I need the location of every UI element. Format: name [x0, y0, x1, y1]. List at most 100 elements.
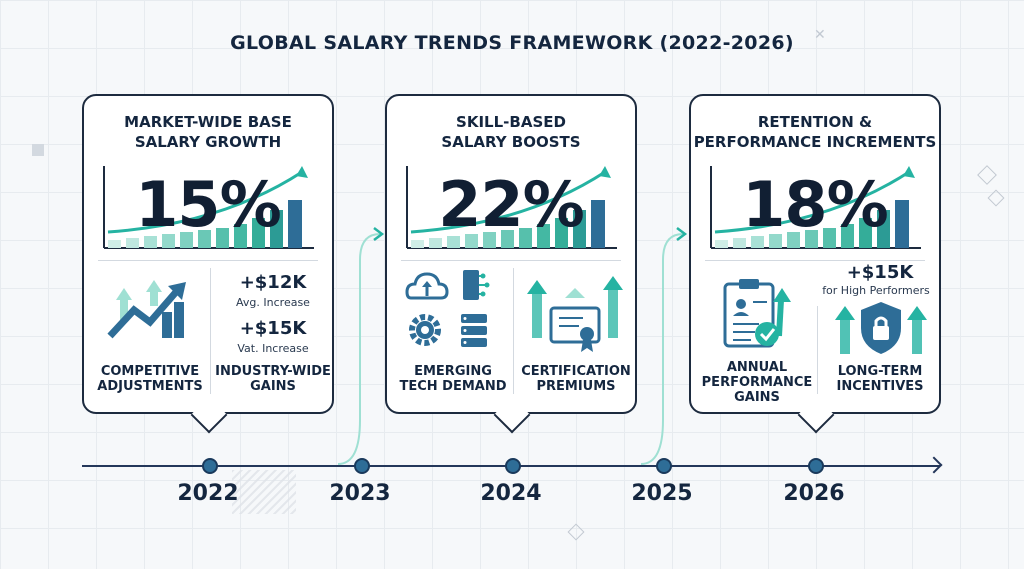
chart-bars	[411, 200, 605, 248]
item-label: COMPETITIVE ADJUSTMENTS	[92, 364, 208, 394]
chart-bar	[555, 218, 568, 248]
chart-bars	[108, 200, 302, 248]
chart-bar	[216, 228, 229, 248]
stat-value: +$12K	[239, 272, 307, 293]
clipboard-check-icon	[723, 279, 791, 348]
chart-bar	[733, 238, 746, 248]
item-label: INDUSTRY-WIDE GAINS	[212, 364, 334, 394]
label-line: INDUSTRY-WIDE	[215, 364, 331, 379]
label-line: PREMIUMS	[536, 379, 616, 394]
tech-icons-group	[405, 270, 490, 347]
chart-bar	[895, 200, 909, 248]
trend-arrow-line	[107, 170, 303, 234]
stat-caption: Avg. Increase	[236, 296, 310, 309]
chart-bar	[270, 210, 283, 248]
label-line: GAINS	[250, 379, 296, 394]
label-line: CERTIFICATION	[521, 364, 631, 379]
trend-arrow-line	[410, 170, 606, 234]
growth-bar-chart	[406, 166, 617, 249]
divider	[513, 268, 514, 394]
chart-bar	[823, 228, 836, 248]
timeline-dot	[354, 458, 370, 474]
card-title: MARKET-WIDE BASE SALARY GROWTH	[84, 112, 332, 152]
growth-bar-chart	[710, 166, 921, 249]
divider	[98, 260, 318, 261]
divider	[705, 260, 925, 261]
timeline-dot	[656, 458, 672, 474]
chart-bar	[180, 232, 193, 248]
decorative-hatch	[232, 470, 296, 514]
trend-arrow-head	[903, 166, 915, 178]
chart-bar	[108, 240, 121, 248]
server-stack-icon	[461, 314, 487, 347]
card-title-line: RETENTION &	[757, 113, 873, 131]
stat-value: +$15K	[239, 318, 307, 339]
chart-bar	[805, 230, 818, 248]
chart-bar	[715, 240, 728, 248]
chart-bar	[288, 200, 302, 248]
stat-value: +$15K	[846, 262, 914, 283]
chart-bar	[465, 234, 478, 248]
timeline-dot	[505, 458, 521, 474]
trend-arrow-head	[599, 166, 611, 178]
card-skill-based-boosts: SKILL-BASED SALARY BOOSTS 22%	[385, 94, 637, 434]
label-line: ANNUAL	[726, 360, 788, 375]
item-label: ANNUAL PERFORMANCE GAINS	[699, 360, 815, 405]
percent-value: 18%	[742, 168, 888, 241]
card-title-line: SALARY GROWTH	[134, 133, 282, 151]
chart-bar	[537, 224, 550, 248]
chart-bars	[715, 200, 909, 248]
divider	[210, 268, 211, 394]
card-title: RETENTION & PERFORMANCE INCREMENTS	[691, 112, 939, 152]
chart-bar	[787, 232, 800, 248]
chart-bar	[483, 232, 496, 248]
item-label: LONG-TERM INCENTIVES	[819, 364, 941, 394]
chart-bar	[447, 236, 460, 248]
card-title-line: SALARY BOOSTS	[441, 133, 581, 151]
connector-arrow	[640, 227, 688, 465]
page-title: GLOBAL SALARY TRENDS FRAMEWORK (2022-202…	[230, 32, 794, 54]
growth-bar-chart	[103, 166, 314, 249]
chart-bar	[859, 218, 872, 248]
percent-value: 22%	[438, 168, 584, 241]
chart-bar	[234, 224, 247, 248]
connector-arrow	[337, 227, 385, 465]
gear-icon	[409, 314, 441, 346]
decorative-x: ✕	[814, 27, 826, 43]
chart-bar	[591, 200, 605, 248]
cloud-upload-icon	[405, 272, 449, 300]
timeline-year: 2026	[783, 481, 845, 506]
chart-bar	[501, 230, 514, 248]
chart-bar	[429, 238, 442, 248]
shield-lock-icon	[835, 302, 927, 354]
label-line: INCENTIVES	[836, 379, 924, 394]
label-line: TECH DEMAND	[399, 379, 507, 394]
chart-bar	[519, 228, 532, 248]
certificate-arrows-icon	[527, 276, 623, 352]
label-line: LONG-TERM	[837, 364, 923, 379]
percent-value: 15%	[135, 168, 281, 241]
network-chip-icon	[463, 270, 490, 300]
timeline-year: 2023	[329, 481, 391, 506]
label-line: EMERGING	[414, 364, 492, 379]
timeline-year: 2022	[177, 481, 239, 506]
card-title: SKILL-BASED SALARY BOOSTS	[387, 112, 635, 152]
label-line: COMPETITIVE	[100, 364, 200, 379]
timeline-dot	[808, 458, 824, 474]
chart-bar	[411, 240, 424, 248]
chart-bar	[769, 234, 782, 248]
timeline-year: 2024	[480, 481, 542, 506]
timeline-year: 2025	[631, 481, 693, 506]
label-line: PERFORMANCE	[701, 375, 813, 390]
item-label: EMERGING TECH DEMAND	[395, 364, 511, 394]
card-title-line: MARKET-WIDE BASE	[124, 113, 292, 131]
chart-bar	[877, 210, 890, 248]
chart-bar	[144, 236, 157, 248]
growth-arrow-chart-icon	[107, 280, 186, 339]
chart-bar	[841, 224, 854, 248]
chart-bar	[198, 230, 211, 248]
trend-arrow-head	[296, 166, 308, 178]
divider	[817, 306, 818, 394]
chart-bar	[751, 236, 764, 248]
label-line: ADJUSTMENTS	[97, 379, 203, 394]
